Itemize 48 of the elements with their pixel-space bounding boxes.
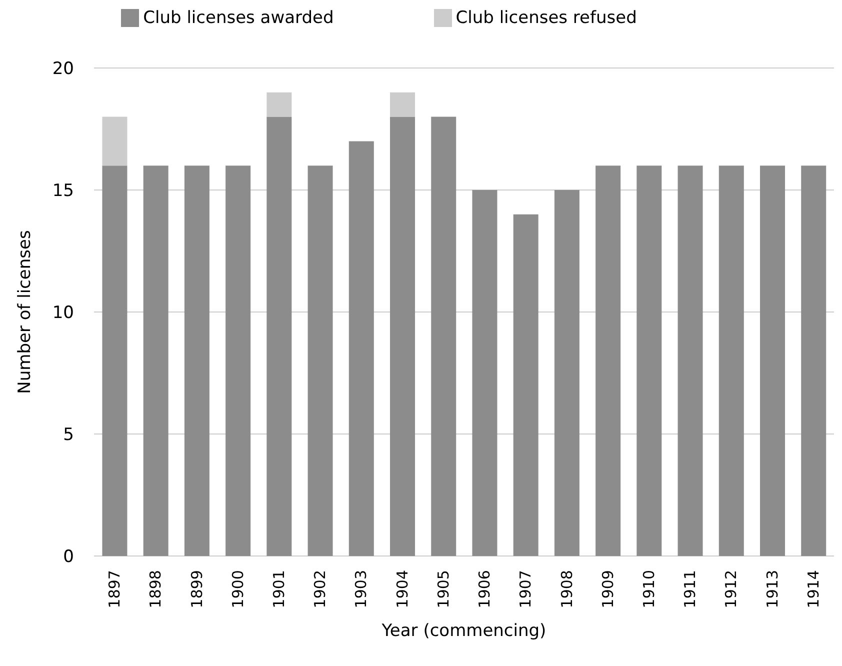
x-axis-title: Year (commencing) [380, 621, 546, 641]
bar [596, 166, 621, 556]
legend-label: Club licenses awarded [143, 8, 334, 28]
y-tick-label: 5 [63, 425, 74, 446]
x-tick-label: 1910 [640, 570, 658, 608]
bar [308, 166, 333, 556]
x-tick-label: 1909 [598, 570, 617, 608]
x-tick-label: 1904 [393, 570, 412, 608]
x-tick-label: 1907 [516, 570, 535, 608]
bar [554, 190, 580, 556]
x-tick-label: 1914 [804, 570, 822, 608]
x-tick-label: 1911 [681, 570, 700, 608]
x-tick-label: 1908 [558, 570, 576, 608]
bar [513, 214, 538, 556]
bar [226, 166, 251, 556]
bar [678, 166, 703, 556]
x-tick-label: 1903 [352, 570, 370, 608]
bar [266, 116, 292, 556]
bar [102, 116, 128, 166]
x-tick-label: 1901 [270, 570, 288, 608]
x-tick-label: 1900 [228, 570, 247, 608]
y-tick-label: 20 [52, 59, 74, 80]
legend-label: Club licenses refused [456, 8, 637, 28]
bar [801, 166, 826, 556]
bar [184, 166, 210, 556]
bar [143, 166, 168, 556]
bar [348, 141, 374, 556]
bar [472, 190, 498, 556]
x-tick-label: 1912 [722, 570, 740, 608]
y-tick-label: 0 [63, 547, 74, 568]
bar [760, 166, 785, 556]
x-tick-label: 1899 [188, 570, 206, 608]
x-tick-label: 1905 [434, 570, 452, 608]
y-axis-title: Number of licenses [15, 230, 36, 394]
x-tick-label: 1913 [763, 570, 782, 608]
bar [718, 166, 744, 556]
bar [266, 92, 292, 117]
y-tick-label: 15 [52, 181, 74, 202]
x-tick-label: 1902 [311, 570, 330, 608]
bar [390, 116, 415, 556]
x-tick-label: 1898 [146, 570, 165, 608]
bar [431, 116, 456, 556]
x-tick-label: 1906 [476, 570, 494, 608]
bar [390, 92, 415, 117]
y-tick-label: 10 [52, 303, 74, 324]
bar [636, 166, 662, 556]
bar [102, 166, 128, 556]
x-tick-label: 1897 [106, 570, 124, 608]
